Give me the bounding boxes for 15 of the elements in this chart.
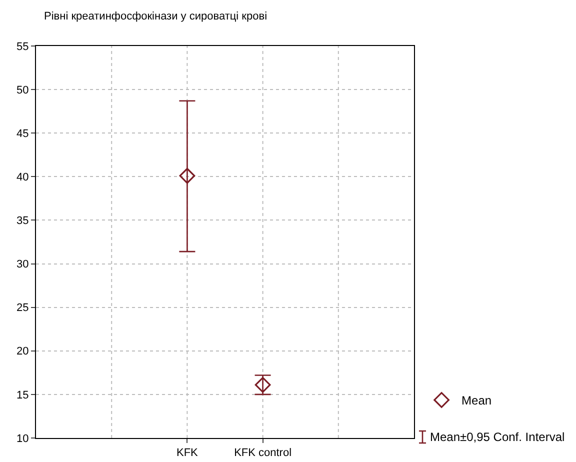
y-tick-label: 50 [16,84,29,96]
x-tick-label: KFK [176,447,199,460]
y-tick-label: 35 [16,215,29,228]
y-tick-label: 55 [16,40,29,53]
chart-title: Рівні креатинфосфокінази у сироватці крові [44,10,268,22]
y-tick-label: 30 [16,258,29,271]
text: Mean±0,95 Conf. Interval [430,430,565,444]
y-tick-label: 15 [16,389,29,402]
y-tick-label: 10 [16,432,29,445]
y-tick-label: 45 [16,128,29,140]
legend-label: Mean [462,394,492,408]
y-tick-label: 40 [16,172,29,184]
y-tick-label: 25 [16,302,29,314]
x-tick-label: KFK control [234,447,292,460]
y-tick-label: 20 [16,346,29,358]
